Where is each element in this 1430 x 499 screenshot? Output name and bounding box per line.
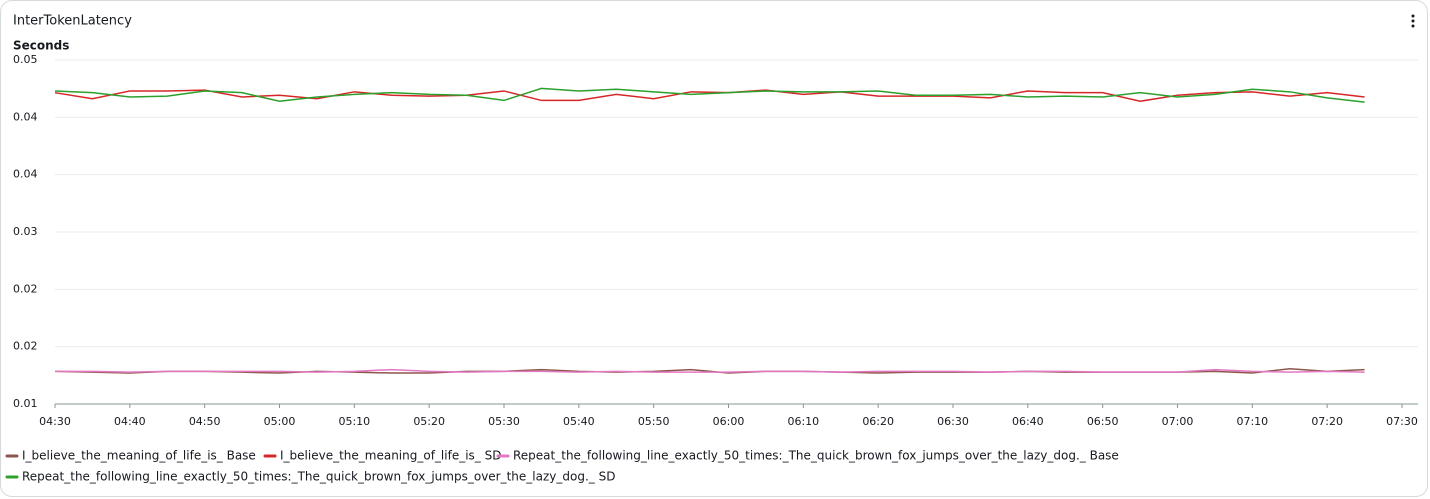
y-tick-label: 0.02 — [13, 282, 38, 295]
x-tick-label: 06:50 — [1087, 415, 1119, 428]
legend-label: Repeat_the_following_line_exactly_50_tim… — [513, 449, 1119, 463]
x-tick-label: 04:40 — [114, 415, 146, 428]
legend-label: I_believe_the_meaning_of_life_is_ SD — [280, 449, 501, 463]
x-tick-label: 06:30 — [937, 415, 969, 428]
x-tick-label: 06:20 — [862, 415, 894, 428]
x-tick-label: 05:40 — [563, 415, 595, 428]
x-tick-label: 07:20 — [1311, 415, 1343, 428]
y-axis-label: Seconds — [13, 39, 69, 53]
legend-label: I_believe_the_meaning_of_life_is_ Base — [22, 449, 256, 463]
chart-title: InterTokenLatency — [13, 14, 132, 29]
x-tick-label: 07:10 — [1236, 415, 1268, 428]
x-tick-label: 05:30 — [488, 415, 520, 428]
series-line — [55, 368, 1365, 373]
series-line — [54, 87, 1365, 103]
y-tick-label: 0.04 — [13, 168, 38, 181]
y-tick-label: 0.03 — [13, 225, 38, 238]
y-tick-label: 0.01 — [13, 397, 38, 410]
x-tick-label: 04:50 — [189, 415, 221, 428]
y-tick-label: 0.02 — [13, 340, 38, 353]
x-tick-label: 05:50 — [638, 415, 670, 428]
x-tick-label: 07:00 — [1162, 415, 1194, 428]
x-tick-label: 06:10 — [787, 415, 819, 428]
legend-label: Repeat_the_following_line_exactly_50_tim… — [22, 470, 615, 484]
y-tick-label: 0.04 — [13, 110, 38, 123]
menu-button[interactable] — [1411, 14, 1415, 28]
x-tick-label: 05:20 — [413, 415, 445, 428]
x-tick-label: 07:30 — [1386, 415, 1418, 428]
x-tick-label: 06:40 — [1012, 415, 1044, 428]
x-tick-label: 04:30 — [39, 415, 71, 428]
series-line — [54, 89, 1365, 103]
x-tick-label: 05:00 — [264, 415, 296, 428]
x-tick-label: 06:00 — [713, 415, 745, 428]
x-tick-label: 05:10 — [338, 415, 370, 428]
y-tick-label: 0.05 — [13, 53, 38, 66]
